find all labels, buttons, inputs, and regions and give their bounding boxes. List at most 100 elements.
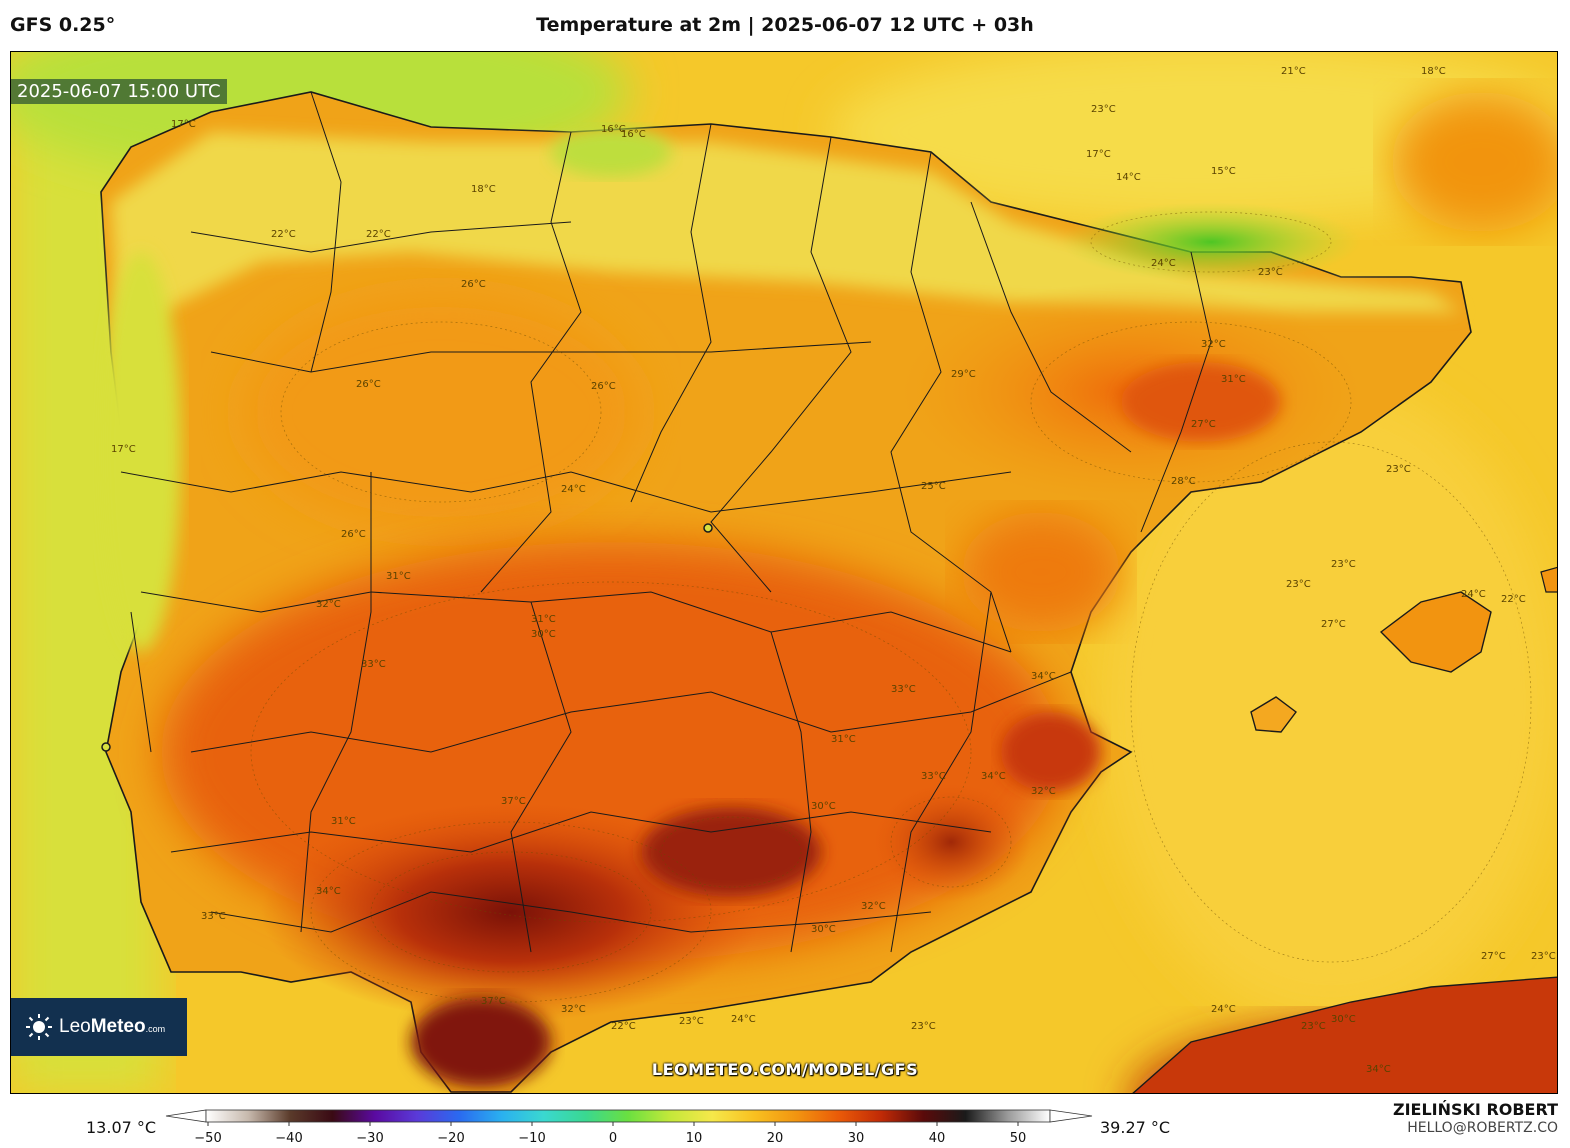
isotherm-label: 34°C <box>981 771 1006 782</box>
colorbar-tick-label: 0 <box>609 1131 617 1146</box>
isotherm-label: 16°C <box>621 129 646 140</box>
colorbar-ticks: −50 −40 −30 −20 −10 0 10 20 30 40 50 <box>194 1122 1026 1146</box>
isotherm-label: 25°C <box>921 481 946 492</box>
isotherm-label: 37°C <box>501 796 526 807</box>
colorbar-tick-label: 20 <box>767 1131 784 1146</box>
isotherm-label: 32°C <box>561 1004 586 1015</box>
isotherm-label: 18°C <box>471 184 496 195</box>
cadiz-hot <box>411 997 551 1087</box>
temperature-colorbar: −50 −40 −30 −20 −10 0 10 20 30 40 50 <box>165 1109 1093 1146</box>
north-africa-coast <box>1132 976 1557 1093</box>
isotherm-label: 32°C <box>1031 786 1056 797</box>
isotherm-label: 21°C <box>1281 66 1306 77</box>
isotherm-label: 23°C <box>1331 559 1356 570</box>
isotherm-label: 34°C <box>316 886 341 897</box>
isotherm-label: 23°C <box>1258 267 1283 278</box>
colorbar-tick-label: 30 <box>848 1131 865 1146</box>
isotherm-label: 33°C <box>921 771 946 782</box>
isotherm-label: 24°C <box>561 484 586 495</box>
isotherm-label: 23°C <box>1531 951 1556 962</box>
lisbon-marker[interactable] <box>101 742 111 752</box>
france-south-zone <box>831 52 1557 222</box>
logo-wordmark: LeoMeteo.com <box>59 1016 166 1037</box>
jaen-hot <box>641 807 821 897</box>
cantabria-cool-zone <box>551 127 671 177</box>
east-edge-island <box>1540 566 1557 593</box>
pyrenees-cool-zone <box>1061 202 1361 282</box>
colorbar-tick-label: −50 <box>194 1131 221 1146</box>
author-email: HELLO@ROBERTZ.CO <box>1407 1120 1558 1136</box>
isotherm-label: 31°C <box>331 816 356 827</box>
isotherm-label: 23°C <box>1091 104 1116 115</box>
isotherm-label: 31°C <box>831 734 856 745</box>
model-label: GFS 0.25° <box>10 14 116 36</box>
isotherm-label: 18°C <box>1421 66 1446 77</box>
balearic-sea-zone <box>1101 382 1557 1022</box>
madrid-marker[interactable] <box>703 523 713 533</box>
isotherm-label: 32°C <box>861 901 886 912</box>
isotherm-label: 26°C <box>461 279 486 290</box>
ibiza-island <box>1250 696 1297 733</box>
colorbar-tick-label: −40 <box>275 1131 302 1146</box>
colorbar-tick-label: −30 <box>356 1131 383 1146</box>
colorbar-tick-label: 50 <box>1010 1131 1027 1146</box>
temperature-map[interactable]: 17°C 16°C 22°C 22°C 18°C 23°C 21°C 18°C 17°C 14°C… <box>10 51 1558 1094</box>
valencia-warm <box>961 512 1121 632</box>
isotherm-label: 32°C <box>316 599 341 610</box>
isotherm-label: 23°C <box>1301 1021 1326 1032</box>
guadalquivir-hot <box>261 802 761 1022</box>
colorbar-tick-label: 10 <box>686 1131 703 1146</box>
colorbar-tick-label: −20 <box>437 1131 464 1146</box>
isotherm-label: 27°C <box>1481 951 1506 962</box>
gulf-of-lion-zone <box>1391 92 1557 232</box>
isotherm-label: 24°C <box>731 1014 756 1025</box>
northern-meseta-warm <box>241 292 641 532</box>
isotherm-label: 17°C <box>111 444 136 455</box>
isotherm-label: 32°C <box>1201 339 1226 350</box>
isotherm-label: 24°C <box>1211 1004 1236 1015</box>
isotherm-label: 31°C <box>531 614 556 625</box>
valid-time-badge: 2025-06-07 15:00 UTC <box>11 79 227 104</box>
isotherm-label: 27°C <box>1321 619 1346 630</box>
isotherm-label: 22°C <box>1501 594 1526 605</box>
region-borders <box>120 91 1212 953</box>
isotherm-label: 14°C <box>1116 172 1141 183</box>
isotherm-label: 26°C <box>341 529 366 540</box>
isotherm-label: 28°C <box>1171 476 1196 487</box>
isotherm-label-layer: 17°C 16°C 22°C 22°C 18°C 23°C 21°C 18°C 17°C 14°C… <box>111 66 1556 1075</box>
colorbar-max-arrow <box>1049 1109 1093 1123</box>
isotherm-label: 23°C <box>911 1021 936 1032</box>
isotherm-label: 17°C <box>1086 149 1111 160</box>
colorbar-tick-label: −10 <box>518 1131 545 1146</box>
isotherm-label: 22°C <box>366 229 391 240</box>
isotherm-label: 15°C <box>1211 166 1236 177</box>
colorbar-min-arrow <box>165 1109 207 1123</box>
isotherm-label: 23°C <box>679 1016 704 1027</box>
west-coast-cool-zone <box>101 252 181 652</box>
isotherm-label: 17°C <box>171 119 196 130</box>
isotherm-label: 22°C <box>271 229 296 240</box>
isotherm-label: 26°C <box>356 379 381 390</box>
isotherm-contours <box>250 211 1532 1003</box>
murcia-hot <box>871 782 1031 902</box>
isotherm-label: 33°C <box>891 684 916 695</box>
isotherm-label: 24°C <box>1151 258 1176 269</box>
isotherm-label: 34°C <box>1031 671 1056 682</box>
leometeo-logo[interactable]: LeoMeteo.com <box>11 998 187 1056</box>
isotherm-label: 26°C <box>591 381 616 392</box>
isotherm-label: 33°C <box>201 911 226 922</box>
legend-min-value: 13.07 °C <box>86 1118 157 1137</box>
isotherm-label: 31°C <box>386 571 411 582</box>
author-name: ZIELIŃSKI ROBERT <box>1392 1100 1558 1119</box>
isotherm-label: 37°C <box>481 996 506 1007</box>
chart-title: Temperature at 2m | 2025-06-07 12 UTC + … <box>536 14 1034 36</box>
isotherm-label: 24°C <box>1461 589 1486 600</box>
isotherm-label: 31°C <box>1221 374 1246 385</box>
watermark-url: LEOMETEO.COM/MODEL/GFS <box>651 1060 919 1079</box>
isotherm-label: 30°C <box>1331 1014 1356 1025</box>
colorbar-bar <box>205 1109 1051 1123</box>
isotherm-label: 16°C <box>601 124 626 135</box>
isotherm-label: 30°C <box>811 924 836 935</box>
sun-icon <box>26 1014 52 1040</box>
isotherm-label: 30°C <box>531 629 556 640</box>
